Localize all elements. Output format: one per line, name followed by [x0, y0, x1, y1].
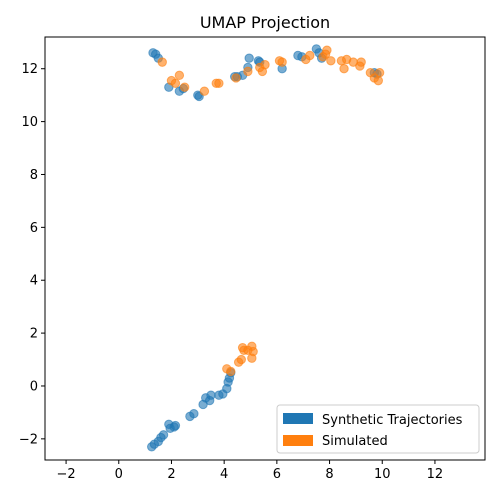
data-point: [189, 409, 199, 419]
data-point: [179, 82, 190, 92]
legend-swatch-simulated: [283, 435, 313, 446]
data-point: [158, 430, 169, 440]
data-point: [243, 66, 253, 77]
data-point: [206, 390, 216, 400]
data-point: [214, 78, 224, 88]
data-point: [305, 50, 315, 61]
y-tick-label: 12: [21, 62, 38, 77]
axes: −2 0 2 4 6 8 10 12 −2 0 2 4 6 8 10 12: [19, 36, 486, 482]
x-tick-label: −2: [56, 467, 75, 482]
chart-title: UMAP Projection: [200, 13, 330, 32]
y-tick-label: 8: [30, 168, 38, 183]
legend-swatch-synthetic: [283, 413, 313, 424]
legend-label-simulated: Simulated: [322, 434, 388, 449]
plot-area: [147, 44, 385, 452]
y-tick-label: 4: [30, 274, 38, 289]
series-1: [157, 45, 385, 377]
x-tick-label: 0: [115, 467, 123, 482]
legend-label-synthetic: Synthetic Trajectories: [322, 413, 463, 428]
data-point: [236, 354, 246, 365]
x-tick-label: 12: [427, 467, 444, 482]
x-tick-label: 4: [220, 467, 228, 482]
data-point: [244, 53, 254, 63]
data-point: [248, 346, 258, 357]
y-tick-label: 6: [30, 221, 38, 236]
data-point: [231, 73, 241, 83]
y-tick-label: 2: [30, 327, 38, 342]
data-point: [374, 67, 385, 78]
data-point: [356, 57, 366, 67]
x-tick-label: 6: [273, 467, 281, 482]
x-tick-label: 2: [167, 467, 175, 482]
data-point: [277, 57, 287, 67]
y-tick-label: 10: [21, 115, 38, 130]
data-point: [174, 70, 185, 81]
x-tick-label: 10: [374, 467, 391, 482]
legend: Synthetic Trajectories Simulated: [276, 404, 480, 454]
data-point: [199, 86, 210, 96]
data-point: [226, 366, 236, 377]
data-point: [373, 75, 383, 86]
y-tick-label: 0: [30, 379, 38, 394]
data-point: [339, 64, 349, 74]
plot-frame: [44, 36, 486, 461]
data-point: [322, 45, 332, 55]
x-tick-label: 8: [325, 467, 333, 482]
data-point: [326, 56, 336, 66]
data-point: [260, 60, 270, 70]
y-tick-label: −2: [19, 432, 38, 447]
legend-box: [276, 404, 480, 454]
data-point: [157, 57, 167, 67]
data-point: [170, 420, 181, 431]
data-point: [170, 78, 181, 88]
